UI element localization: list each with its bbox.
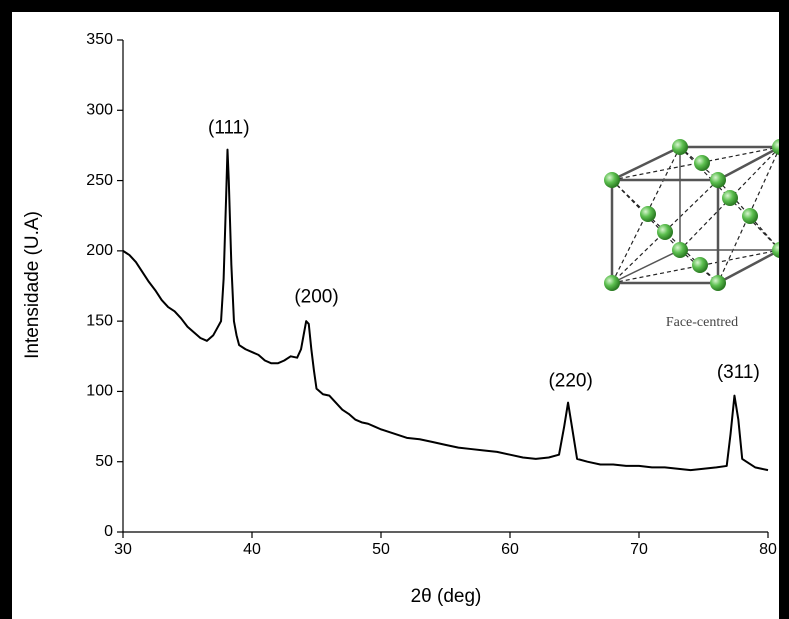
- xrd-line: [122, 148, 769, 472]
- y-tick-label: 350: [86, 31, 113, 48]
- inset-label: Face-centred: [666, 315, 738, 330]
- atoms: [604, 139, 779, 291]
- y-tick-label: 250: [86, 172, 113, 189]
- x-tick-label: 60: [501, 541, 519, 558]
- y-tick-label: 200: [86, 242, 113, 259]
- peak-label: (200): [294, 286, 338, 307]
- y-tick-label: 300: [86, 102, 113, 119]
- peak-label: (311): [717, 362, 760, 383]
- peak-label: (111): [208, 118, 250, 139]
- x-tick-label: 80: [759, 541, 777, 558]
- peak-label: (220): [548, 371, 592, 392]
- y-tick-label: 50: [95, 453, 113, 470]
- x-tick-label: 70: [630, 541, 648, 558]
- y-tick-label: 0: [104, 523, 113, 540]
- x-tick-label: 50: [372, 541, 390, 558]
- x-tick-label: 40: [243, 541, 261, 558]
- y-tick-label: 100: [86, 383, 113, 400]
- y-axis-label: Intensidade (U.A): [22, 211, 43, 359]
- y-tick-label: 150: [86, 312, 113, 329]
- x-axis-label: 2θ (deg): [411, 586, 482, 607]
- x-tick-label: 30: [114, 541, 132, 558]
- fcc-inset: Face-centred: [604, 139, 779, 330]
